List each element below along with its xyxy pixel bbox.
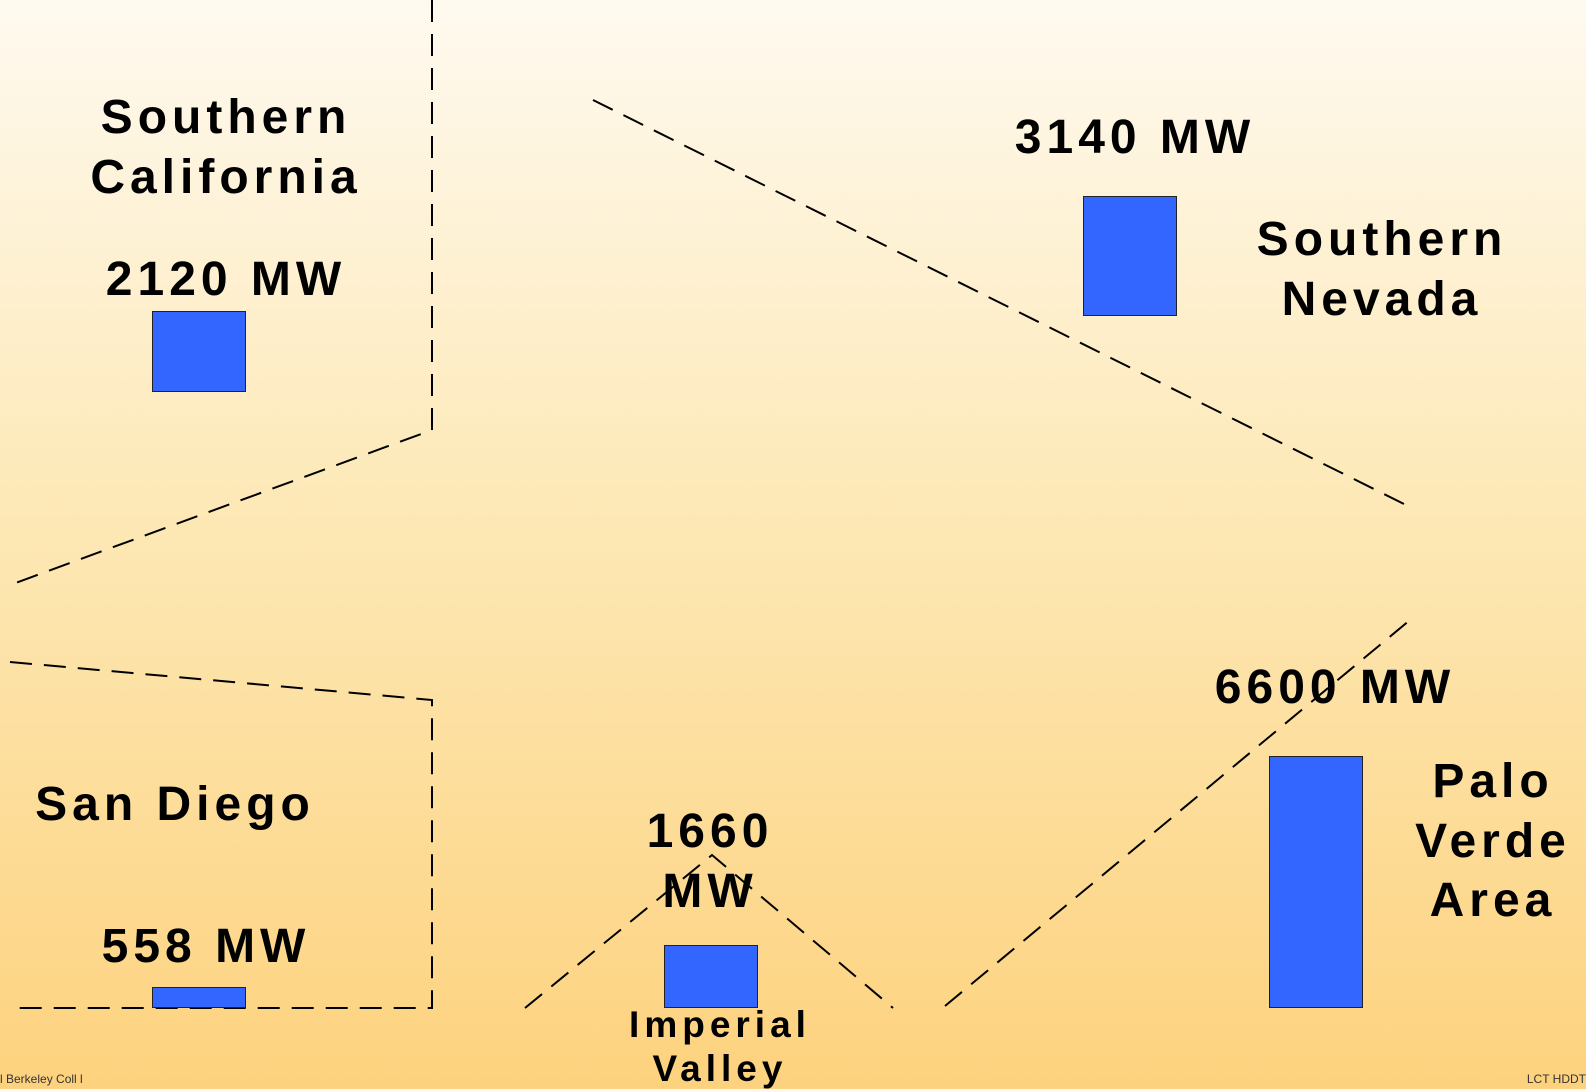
imperial-valley-name-line2: Valley [652,1048,788,1090]
southern-nevada-name-line2: Nevada [1281,272,1483,326]
imperial-valley-capacity: 1660 MW [600,802,820,921]
southern-nevada-bar [1083,196,1177,316]
imperial-valley-boundary [524,853,894,1009]
southern-nevada-capacity: 3140 MW [1014,111,1256,164]
southern-nevada-name: Southern Nevada [1222,210,1542,329]
san-diego-capacity: 558 MW [101,920,311,973]
southern-nevada-boundary [592,99,1411,508]
san-diego-bar [152,987,246,1008]
imperial-valley-capacity-line1: 1660 [646,805,774,858]
southern-nevada-name-line1: Southern [1256,213,1508,266]
footer-left: l Berkeley Coll l [0,1072,83,1086]
footer-right: LCT HDDT [1526,1072,1586,1086]
imperial-valley-name: Imperial Valley [600,1003,840,1092]
southern-california-boundary [9,0,433,586]
southern-california-name: Southern California [66,88,386,207]
imperial-valley-name-line1: Imperial [629,1004,811,1045]
southern-california-name-line1: Southern [100,91,352,144]
palo-verde-name-line3: Area [1429,874,1557,928]
imperial-valley-bar [664,945,758,1008]
san-diego-boundary [9,661,433,1009]
southern-california-name-line2: California [90,150,362,204]
palo-verde-name: Palo Verde Area [1393,752,1586,931]
palo-verde-name-line2: Verde [1415,814,1571,868]
palo-verde-name-line1: Palo [1432,755,1554,808]
san-diego-name: San Diego [35,778,315,831]
southern-california-capacity: 2120 MW [105,253,347,306]
palo-verde-bar [1269,756,1363,1008]
imperial-valley-capacity-line2: MW [662,864,758,918]
southern-california-bar [152,311,246,392]
palo-verde-capacity: 6600 MW [1214,661,1456,714]
